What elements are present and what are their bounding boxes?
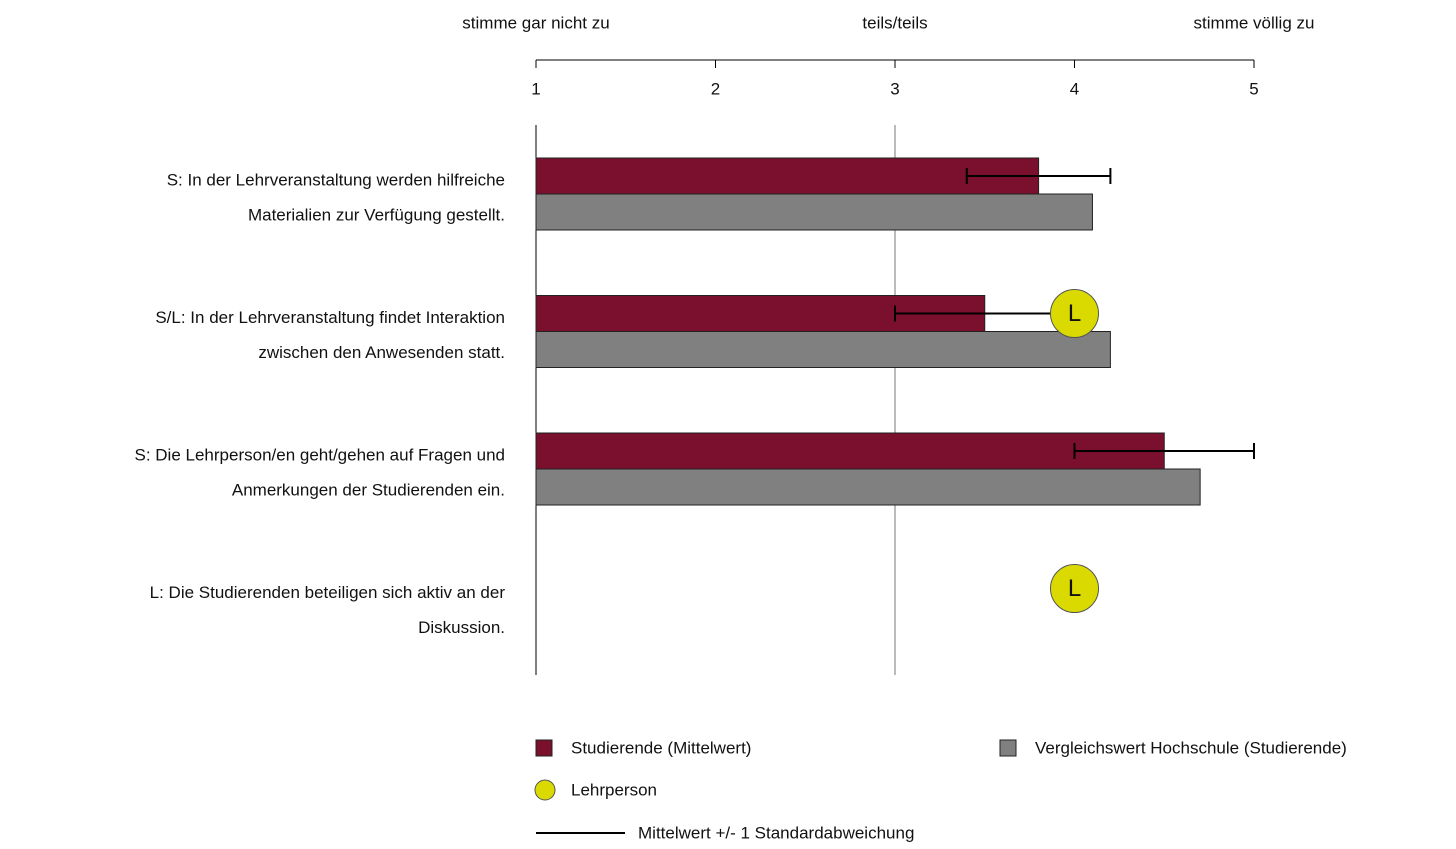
category-label: S: In der Lehrveranstaltung werden hilfr… xyxy=(167,171,505,225)
legend-label: Studierende (Mittelwert) xyxy=(571,738,751,757)
legend-swatch xyxy=(999,739,1017,757)
legend-label: Vergleichswert Hochschule (Studierende) xyxy=(1035,738,1347,757)
x-tick-label: 3 xyxy=(890,79,899,98)
x-tick-label: 5 xyxy=(1249,79,1258,98)
x-tick-label: 2 xyxy=(711,79,720,98)
error-bar xyxy=(1073,443,1255,459)
legend-swatch xyxy=(535,739,553,757)
error-bar xyxy=(965,168,1112,184)
category-label: S/L: In der Lehrveranstaltung findet Int… xyxy=(155,308,505,362)
bar xyxy=(535,157,1040,195)
x-anchor-label: stimme gar nicht zu xyxy=(462,13,609,32)
x-anchor-label: teils/teils xyxy=(862,13,927,32)
bar xyxy=(535,468,1201,506)
bar xyxy=(535,432,1165,470)
legend-label: Lehrperson xyxy=(571,780,657,799)
marker-label: L xyxy=(1068,575,1081,602)
marker xyxy=(1050,289,1099,338)
legend-label: Mittelwert +/- 1 Standardabweichung xyxy=(638,823,914,842)
category-label: L: Die Studierenden beteiligen sich akti… xyxy=(150,583,506,637)
x-tick-label: 1 xyxy=(531,79,540,98)
x-tick-label: 4 xyxy=(1070,79,1079,98)
bar xyxy=(535,331,1111,368)
bar xyxy=(535,193,1093,231)
marker-label: L xyxy=(1068,300,1081,327)
category-label: S: Die Lehrperson/en geht/gehen auf Frag… xyxy=(135,446,506,500)
x-anchor-label: stimme völlig zu xyxy=(1194,13,1315,32)
legend-swatch xyxy=(534,779,556,801)
marker xyxy=(1050,564,1099,613)
